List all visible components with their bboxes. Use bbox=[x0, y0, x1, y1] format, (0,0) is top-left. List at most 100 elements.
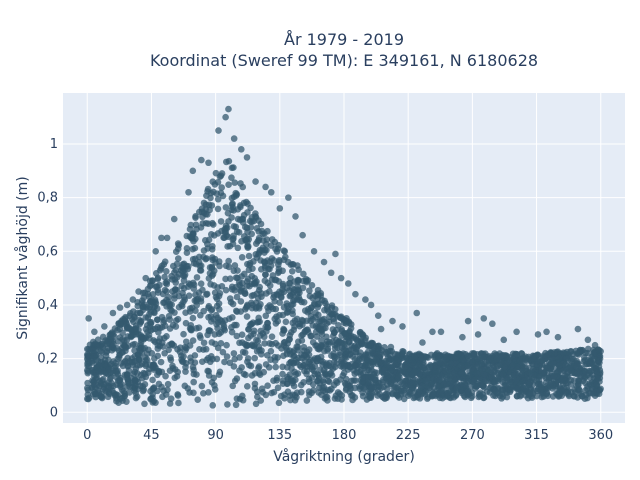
data-point bbox=[154, 274, 162, 282]
data-point bbox=[315, 300, 323, 308]
data-point bbox=[152, 298, 159, 305]
data-point bbox=[346, 351, 354, 358]
data-point bbox=[514, 385, 521, 392]
data-point bbox=[573, 350, 581, 358]
data-point bbox=[518, 370, 525, 378]
x-tick-label: 270 bbox=[460, 428, 485, 443]
data-point bbox=[485, 366, 492, 374]
data-point bbox=[314, 345, 322, 352]
data-point bbox=[297, 381, 305, 389]
data-point bbox=[295, 276, 302, 284]
data-point bbox=[352, 290, 359, 298]
data-point bbox=[244, 275, 252, 283]
data-point bbox=[182, 363, 189, 371]
data-point bbox=[222, 113, 229, 121]
data-point bbox=[359, 362, 366, 370]
data-point bbox=[101, 323, 108, 330]
data-point bbox=[382, 360, 390, 368]
data-point bbox=[231, 355, 239, 363]
data-point bbox=[217, 340, 225, 347]
data-point bbox=[214, 195, 222, 203]
data-point bbox=[325, 308, 332, 315]
data-point bbox=[218, 184, 225, 191]
data-point bbox=[124, 375, 131, 382]
data-point bbox=[224, 243, 231, 250]
data-point bbox=[259, 330, 267, 337]
data-point bbox=[245, 243, 252, 250]
x-axis-title: Vågriktning (grader) bbox=[273, 448, 415, 465]
data-point bbox=[289, 297, 297, 305]
data-point bbox=[216, 290, 224, 297]
data-point bbox=[213, 321, 220, 328]
data-point bbox=[189, 279, 197, 287]
data-point bbox=[521, 385, 529, 392]
data-point bbox=[332, 250, 339, 258]
data-point bbox=[243, 304, 250, 311]
data-point bbox=[447, 360, 455, 367]
data-point bbox=[276, 288, 283, 296]
data-point bbox=[581, 368, 588, 376]
y-tick-label: 0,8 bbox=[37, 191, 58, 206]
data-point bbox=[291, 391, 299, 399]
data-point bbox=[328, 372, 336, 379]
data-point bbox=[529, 365, 537, 373]
data-point bbox=[469, 358, 476, 365]
data-point bbox=[253, 388, 261, 396]
data-point bbox=[563, 354, 570, 361]
data-point bbox=[300, 270, 307, 278]
data-point bbox=[140, 303, 147, 311]
data-point bbox=[243, 154, 251, 161]
data-point bbox=[213, 355, 221, 363]
data-point bbox=[183, 245, 191, 252]
data-point bbox=[578, 392, 586, 400]
data-point bbox=[122, 344, 130, 351]
data-point bbox=[328, 302, 336, 309]
data-point bbox=[317, 290, 325, 297]
data-point bbox=[138, 349, 146, 356]
data-point bbox=[575, 377, 583, 385]
y-tick-label: 0 bbox=[50, 405, 58, 420]
data-point bbox=[208, 245, 216, 253]
data-points bbox=[83, 105, 604, 409]
data-point bbox=[255, 314, 262, 322]
data-point bbox=[189, 234, 196, 242]
data-point bbox=[303, 277, 310, 285]
data-point bbox=[461, 382, 469, 389]
data-point bbox=[267, 188, 275, 196]
data-point bbox=[484, 361, 492, 369]
data-point bbox=[267, 303, 275, 311]
data-point bbox=[457, 362, 465, 370]
data-point bbox=[174, 255, 182, 262]
data-point bbox=[232, 401, 240, 409]
data-point bbox=[137, 309, 144, 317]
data-point bbox=[573, 361, 581, 369]
data-point bbox=[351, 355, 359, 363]
data-point bbox=[268, 333, 276, 340]
data-point bbox=[208, 318, 215, 325]
data-point bbox=[199, 358, 206, 365]
x-tick-label: 225 bbox=[396, 428, 421, 443]
data-point bbox=[367, 385, 375, 392]
data-point bbox=[106, 390, 113, 398]
data-point bbox=[229, 240, 237, 248]
data-point bbox=[481, 371, 488, 378]
data-point bbox=[246, 217, 254, 225]
data-point bbox=[394, 374, 402, 382]
data-point bbox=[200, 199, 208, 207]
data-point bbox=[152, 247, 160, 255]
data-point bbox=[430, 391, 437, 399]
data-point bbox=[588, 385, 596, 393]
data-point bbox=[234, 244, 242, 252]
data-point bbox=[254, 337, 262, 345]
data-point bbox=[238, 284, 246, 292]
data-point bbox=[240, 233, 248, 240]
data-point bbox=[464, 362, 471, 370]
data-point bbox=[570, 377, 578, 384]
data-point bbox=[478, 354, 485, 361]
data-point bbox=[91, 328, 98, 336]
data-point bbox=[209, 402, 217, 409]
data-point bbox=[251, 275, 259, 282]
data-point bbox=[272, 363, 279, 371]
data-point bbox=[348, 377, 355, 385]
